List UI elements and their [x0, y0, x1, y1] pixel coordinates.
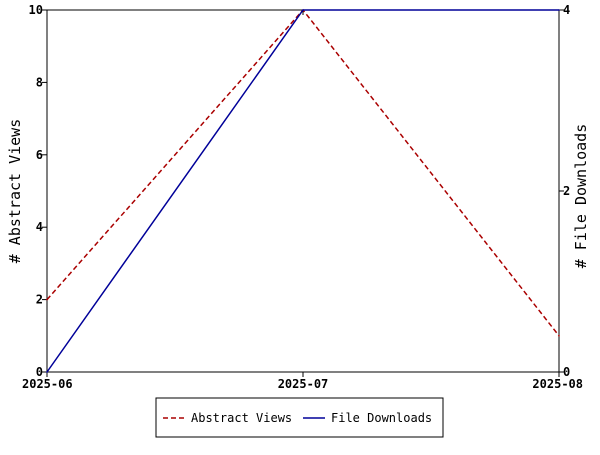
- x-tick-label: 2025-07: [278, 377, 329, 391]
- x-tick-label: 2025-08: [532, 377, 583, 391]
- series-layer: [46, 8, 560, 373]
- y-axis-label: # Abstract Views: [6, 119, 24, 264]
- data-point-file-downloads: [558, 9, 560, 11]
- legend: Abstract Views File Downloads: [155, 397, 444, 438]
- legend-label-abstract-views: Abstract Views: [191, 411, 292, 425]
- y2-tick-label: 2: [563, 184, 570, 198]
- data-point-file-downloads: [46, 371, 48, 373]
- legend-box: [155, 397, 444, 438]
- y2-tick-label: 0: [563, 365, 570, 379]
- legend-label-file-downloads: File Downloads: [331, 411, 432, 425]
- y-tick-label: 0: [36, 365, 43, 379]
- data-point-abstract-views: [558, 335, 560, 337]
- x-tick-label: 2025-06: [22, 377, 73, 391]
- data-point-file-downloads: [302, 9, 304, 11]
- y2-axis-label: # File Downloads: [572, 124, 590, 269]
- y-tick-label: 4: [36, 220, 43, 234]
- y-tick-label: 10: [29, 3, 43, 17]
- y-tick-label: 2: [36, 293, 43, 307]
- y2-tick-label: 4: [563, 3, 570, 17]
- plot-area: [46, 9, 560, 373]
- series-line-file-downloads: [46, 9, 559, 373]
- series-line-abstract-views: [46, 8, 560, 337]
- y-tick-label: 8: [36, 75, 43, 89]
- data-point-abstract-views: [46, 298, 48, 301]
- ticks-layer: 0 2 4 6 8 10 0 2 4 2025-06 2025-07 2025-08: [22, 3, 583, 391]
- y-tick-label: 6: [36, 148, 43, 162]
